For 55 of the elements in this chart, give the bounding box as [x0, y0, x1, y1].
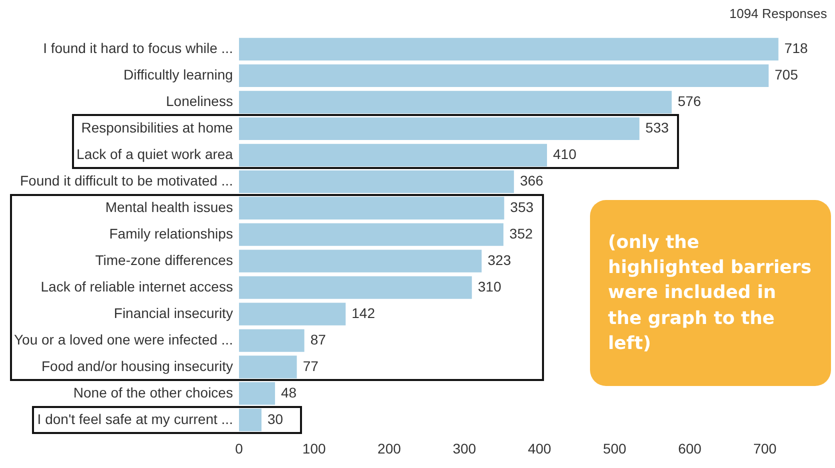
data-label: 353: [510, 198, 534, 215]
x-tick-label: 100: [302, 440, 326, 456]
data-label: 718: [784, 40, 808, 56]
y-tick-label: I don't feel safe at my current ...: [37, 410, 233, 427]
bar: [238, 64, 769, 88]
data-label: 323: [488, 252, 512, 268]
bar: [238, 250, 482, 272]
y-tick-label: Family relationships: [109, 225, 233, 242]
bar: [238, 223, 504, 246]
y-tick-label: You or a loved one were infected ...: [14, 331, 233, 348]
bar: [238, 329, 304, 352]
bar: [238, 90, 672, 114]
data-label: 705: [774, 66, 798, 83]
data-label: 410: [553, 146, 577, 162]
data-label: 142: [352, 304, 376, 321]
bar: [238, 144, 548, 166]
x-tick-label: 600: [678, 440, 702, 456]
x-tick-label: 300: [452, 440, 476, 456]
y-tick-label: Food and/or housing insecurity: [42, 358, 233, 374]
y-tick-label: Found it difficult to be motivated ...: [20, 172, 233, 188]
data-label: 87: [310, 331, 326, 348]
data-label: 310: [478, 278, 502, 294]
data-label: 30: [268, 410, 284, 427]
bar: [238, 302, 346, 326]
y-tick-label: Lack of reliable internet access: [40, 278, 233, 294]
y-tick-label: None of the other choices: [73, 384, 233, 400]
bar: [238, 196, 504, 220]
data-label: 576: [678, 93, 702, 110]
y-tick-label: Responsibilities at home: [81, 120, 234, 136]
bar: [238, 170, 514, 193]
y-tick-label: Financial insecurity: [114, 304, 233, 321]
y-tick-label: Difficultly learning: [123, 66, 233, 83]
bar: [238, 276, 472, 299]
data-label: 533: [645, 120, 669, 136]
x-tick-label: 200: [378, 440, 402, 456]
y-tick-label: Time-zone differences: [95, 252, 233, 268]
y-tick-label: Mental health issues: [105, 198, 233, 215]
bar: [238, 408, 262, 432]
y-tick-label: Lack of a quiet work area: [76, 146, 234, 162]
bar: [238, 356, 297, 378]
x-tick-label: 0: [235, 440, 244, 456]
bar: [238, 382, 276, 405]
bar: [238, 38, 778, 61]
data-label: 352: [509, 225, 534, 242]
x-tick-label: 500: [602, 440, 627, 456]
data-label: 366: [520, 172, 544, 188]
data-label: 77: [302, 358, 319, 374]
x-tick-label: 400: [528, 440, 552, 456]
y-tick-label: Loneliness: [166, 93, 233, 110]
bar: [238, 117, 640, 140]
text: 1094 Responses: [729, 6, 827, 21]
x-tick-label: 700: [753, 440, 777, 456]
y-tick-label: I found it hard to focus while ...: [43, 40, 233, 56]
data-label: 48: [281, 384, 297, 400]
callout-box: (only the highlighted barriers were included in the graph to the left): [590, 200, 831, 386]
